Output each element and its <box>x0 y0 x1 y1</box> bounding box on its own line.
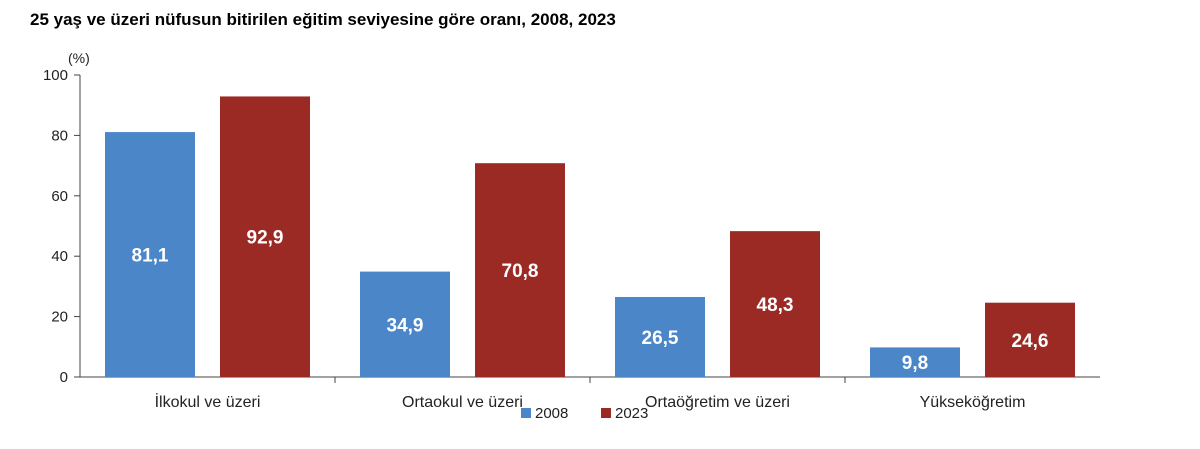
bar-2023 <box>985 302 1075 377</box>
chart-title: 25 yaş ve üzeri nüfusun bitirilen eğitim… <box>30 10 616 29</box>
legend-label-2023: 2023 <box>615 405 648 422</box>
legend-swatch-2023 <box>601 408 611 418</box>
data-label: 26,5 <box>642 328 679 349</box>
bar-2008 <box>870 347 960 377</box>
x-tick-label: Yükseköğretim <box>920 394 1026 411</box>
data-label: 9,8 <box>902 353 928 374</box>
data-label: 81,1 <box>132 246 169 267</box>
bar-2008 <box>615 296 705 377</box>
y-tick-label: 20 <box>51 309 68 326</box>
data-label: 92,9 <box>247 228 284 249</box>
data-label: 48,3 <box>757 295 794 316</box>
bar-2023 <box>220 96 310 377</box>
bar-2023 <box>475 163 565 377</box>
legend-label-2008: 2008 <box>535 405 568 422</box>
chart-bars <box>105 96 1075 377</box>
chart-axes: 0 20 40 60 80 100(%) İlkokul ve üzeri Ortaokul … <box>43 50 1100 411</box>
y-axis-unit-label: (%) <box>68 50 90 66</box>
legend-swatch-2008 <box>521 408 531 418</box>
data-label: 24,6 <box>1012 331 1049 352</box>
bar-2008 <box>105 132 195 377</box>
bar-2008 <box>360 271 450 377</box>
x-tick-label: Ortaokul ve üzeri <box>402 394 523 411</box>
y-tick-label: 40 <box>51 248 68 265</box>
x-tick-label: İlkokul ve üzeri <box>155 392 261 411</box>
x-tick-label: Ortaöğretim ve üzeri <box>645 394 790 411</box>
chart-labels: 81,1 92,9 34,9 70,8 26,5 48,3 9,8 24,6 <box>132 228 1049 374</box>
bar-2023 <box>730 231 820 377</box>
y-tick-label: 60 <box>51 188 68 205</box>
chart-legend: 2008 2023 <box>521 405 648 422</box>
y-tick-label: 80 <box>51 127 68 144</box>
y-tick-label: 0 <box>60 369 68 386</box>
data-label: 70,8 <box>502 261 539 282</box>
data-label: 34,9 <box>387 315 424 336</box>
y-tick-label: 100 <box>43 67 68 84</box>
